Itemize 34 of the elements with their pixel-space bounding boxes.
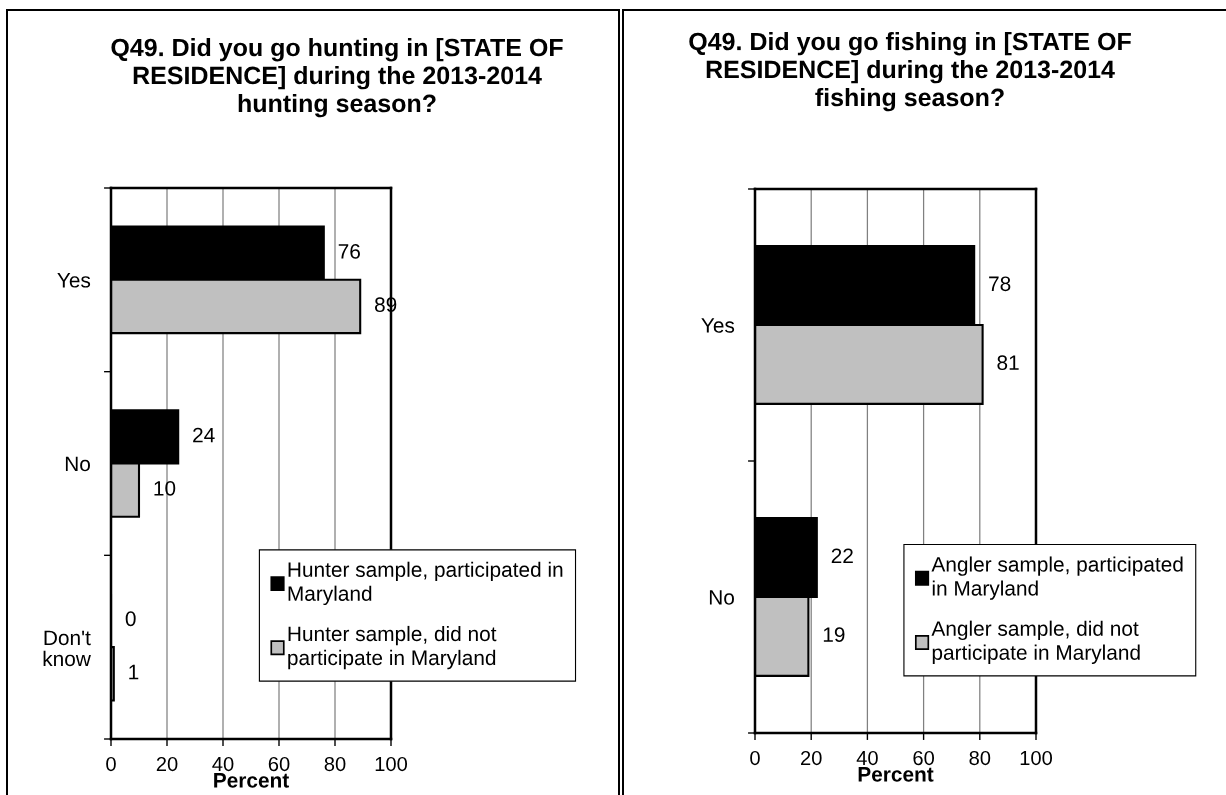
x-tick-label: 80 — [969, 750, 991, 766]
y-tick-label: No — [709, 590, 734, 605]
x-tick-label: 0 — [106, 756, 116, 772]
x-tick-label: 20 — [801, 750, 822, 766]
y-tick-label: Yes — [701, 318, 735, 333]
x-tick-label: 40 — [212, 756, 234, 772]
legend-label: Hunter sample, did not participate in Maryland — [288, 625, 497, 670]
data-label: 1 — [129, 664, 139, 680]
data-label: 78 — [989, 276, 1011, 292]
data-label: 19 — [823, 627, 845, 643]
legend-label: Angler sample, did not participate in Maryland — [931, 620, 1140, 664]
data-label: 0 — [125, 611, 136, 627]
chart-title: Q49. Did you go hunting in [STATE OF RESIDENCE] during the 2013-2014 hunting season? — [111, 38, 563, 118]
data-label: 81 — [997, 355, 1019, 371]
x-tick-label: 60 — [268, 756, 290, 772]
x-tick-label: 100 — [375, 756, 408, 772]
x-tick-label: 60 — [913, 750, 935, 766]
x-tick-label: 80 — [324, 756, 346, 772]
x-tick-label: 0 — [750, 750, 760, 766]
x-axis-title: Percent — [214, 773, 289, 788]
legend-label: Hunter sample, participated in Maryland — [288, 561, 563, 606]
x-tick-label: 40 — [856, 750, 878, 766]
x-tick-label: 20 — [156, 756, 178, 772]
x-tick-label: 100 — [1020, 750, 1053, 766]
y-tick-label: Yes — [57, 273, 91, 288]
data-label: 10 — [154, 480, 176, 496]
y-tick-label: Don't know — [43, 630, 91, 667]
y-tick-label: No — [65, 456, 90, 472]
data-label: 22 — [831, 548, 853, 563]
chart-title: Q49. Did you go fishing in [STATE OF RESIDENCE] during the 2013-2014 fishing season? — [689, 32, 1131, 112]
data-label: 76 — [338, 244, 360, 259]
data-label: 24 — [193, 427, 215, 443]
x-axis-title: Percent — [858, 767, 934, 782]
legend-label: Angler sample, participated in Maryland — [931, 556, 1183, 600]
